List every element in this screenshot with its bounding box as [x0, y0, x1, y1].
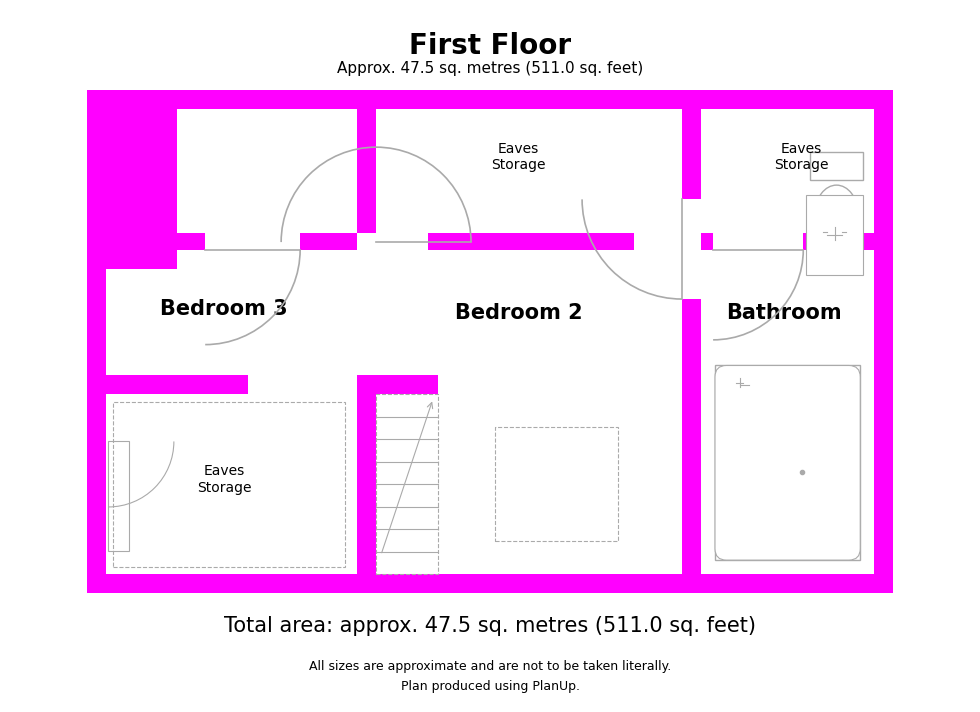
Bar: [874, 90, 894, 593]
Text: Eaves
Storage: Eaves Storage: [197, 464, 252, 495]
Text: Approx. 47.5 sq. metres (511.0 sq. feet): Approx. 47.5 sq. metres (511.0 sq. feet): [337, 61, 643, 75]
Bar: [106, 233, 205, 250]
Bar: [86, 90, 894, 109]
Text: Bedroom 3: Bedroom 3: [161, 298, 288, 318]
Text: First Floor: First Floor: [409, 32, 571, 60]
Bar: [357, 375, 438, 394]
Bar: [376, 394, 438, 575]
Text: Eaves
Storage: Eaves Storage: [491, 142, 546, 172]
Bar: [106, 109, 176, 268]
Bar: [357, 394, 376, 575]
Bar: [109, 441, 129, 550]
Text: All sizes are approximate and are not to be taken literally.: All sizes are approximate and are not to…: [309, 660, 671, 673]
Bar: [682, 109, 701, 199]
Bar: [300, 233, 357, 250]
Text: Total area: approx. 47.5 sq. metres (511.0 sq. feet): Total area: approx. 47.5 sq. metres (511…: [224, 616, 756, 636]
Text: Plan produced using PlanUp.: Plan produced using PlanUp.: [401, 680, 579, 693]
Bar: [807, 194, 863, 276]
Bar: [86, 575, 894, 593]
Bar: [113, 402, 345, 567]
Bar: [428, 233, 634, 250]
Bar: [86, 90, 106, 593]
Bar: [357, 109, 376, 233]
Text: Bedroom 2: Bedroom 2: [455, 303, 582, 323]
Bar: [804, 233, 874, 250]
Bar: [715, 365, 860, 560]
Bar: [809, 152, 863, 180]
Bar: [701, 233, 713, 250]
Ellipse shape: [815, 185, 858, 242]
Bar: [106, 375, 248, 394]
FancyBboxPatch shape: [715, 365, 860, 560]
Bar: [495, 427, 618, 541]
Text: Bathroom: Bathroom: [726, 303, 842, 323]
Bar: [682, 299, 701, 575]
Text: Eaves
Storage: Eaves Storage: [774, 142, 829, 172]
